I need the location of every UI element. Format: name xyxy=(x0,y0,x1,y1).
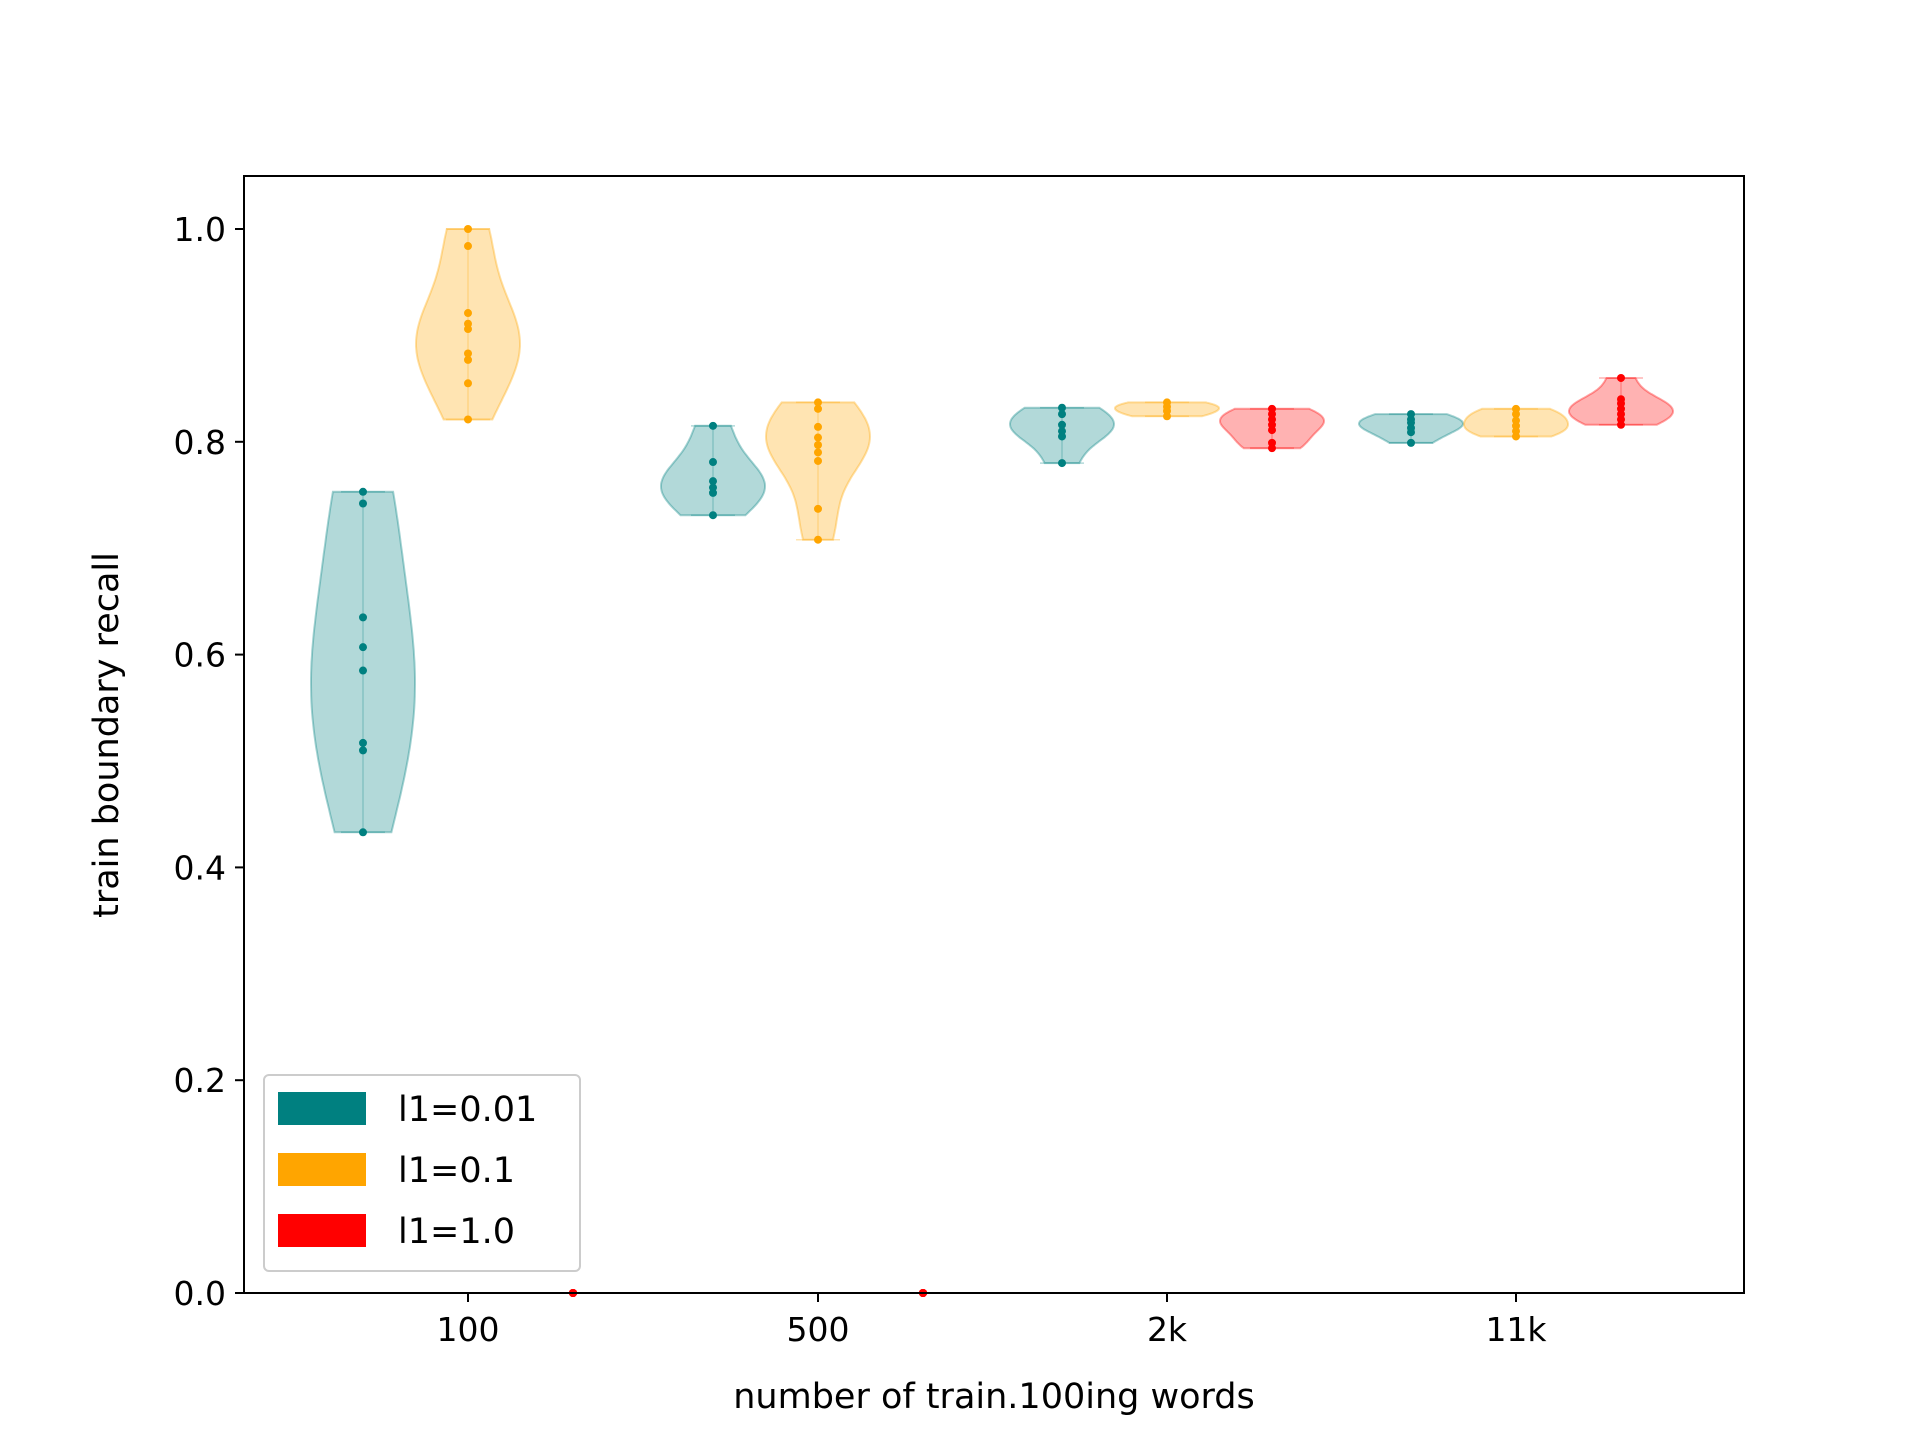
data-point xyxy=(359,666,367,675)
data-point xyxy=(709,483,717,492)
data-point xyxy=(1058,459,1066,468)
data-point xyxy=(1512,416,1520,425)
y-axis: 0.0 0.2 0.4 0.6 0.8 1.0 xyxy=(174,210,244,1313)
data-point xyxy=(814,433,822,442)
legend-swatch xyxy=(278,1214,366,1247)
data-point xyxy=(1058,403,1066,412)
data-point xyxy=(709,511,717,520)
data-point xyxy=(1268,438,1276,447)
violin-body xyxy=(310,490,416,834)
data-point xyxy=(814,440,822,449)
plot-frame xyxy=(243,175,1745,1294)
data-point xyxy=(814,398,822,407)
legend-label: l1=0.01 xyxy=(398,1090,537,1130)
y-tick-label: 0.6 xyxy=(174,636,226,675)
data-point xyxy=(814,422,822,431)
data-point xyxy=(464,242,472,251)
y-axis-label: train boundary recall xyxy=(87,552,127,918)
data-point xyxy=(359,613,367,622)
y-tick-label: 1.0 xyxy=(174,210,226,249)
data-point xyxy=(814,456,822,465)
x-tick-label: 2k xyxy=(1147,1310,1188,1349)
data-point xyxy=(1617,373,1625,382)
y-tick-label: 0.0 xyxy=(174,1274,226,1313)
data-point xyxy=(1512,404,1520,413)
x-tick-label: 100 xyxy=(437,1310,500,1349)
data-point xyxy=(1268,404,1276,413)
data-point xyxy=(814,535,822,544)
data-point xyxy=(1407,410,1415,419)
data-point xyxy=(464,319,472,328)
y-tick-label: 0.8 xyxy=(174,423,226,462)
x-tick-label: 11k xyxy=(1485,1310,1547,1349)
data-point xyxy=(359,828,367,837)
data-point xyxy=(814,448,822,457)
data-point xyxy=(359,499,367,508)
y-tick-label: 0.4 xyxy=(174,848,226,887)
data-point xyxy=(359,738,367,747)
data-point xyxy=(359,487,367,496)
x-axis-label: number of train.100ing words xyxy=(733,1377,1255,1417)
data-point xyxy=(464,415,472,424)
data-point xyxy=(709,421,717,430)
data-point xyxy=(359,643,367,652)
legend: l1=0.01 l1=0.1 l1=1.0 xyxy=(263,1074,581,1272)
data-point xyxy=(814,504,822,513)
x-axis: 100 500 2k 11k xyxy=(437,1293,1547,1349)
data-point xyxy=(464,225,472,233)
y-tick-label: 0.2 xyxy=(174,1061,226,1100)
data-point xyxy=(464,355,472,364)
data-point xyxy=(814,404,822,413)
data-point xyxy=(1163,398,1171,407)
legend-swatch xyxy=(278,1092,366,1125)
data-point xyxy=(464,309,472,318)
legend-swatch xyxy=(278,1153,366,1186)
violin-body xyxy=(764,401,872,541)
data-point xyxy=(464,349,472,358)
data-point xyxy=(464,379,472,388)
data-point xyxy=(359,746,367,755)
data-point xyxy=(709,458,717,467)
data-point xyxy=(1058,420,1066,429)
violin-body xyxy=(660,424,766,517)
data-point xyxy=(1058,427,1066,436)
x-tick-label: 500 xyxy=(787,1310,850,1349)
data-point xyxy=(1058,410,1066,419)
data-point xyxy=(1617,395,1625,404)
legend-label: l1=0.1 xyxy=(398,1151,515,1191)
data-point xyxy=(1407,438,1415,447)
legend-label: l1=1.0 xyxy=(398,1212,515,1252)
data-point xyxy=(709,477,717,486)
